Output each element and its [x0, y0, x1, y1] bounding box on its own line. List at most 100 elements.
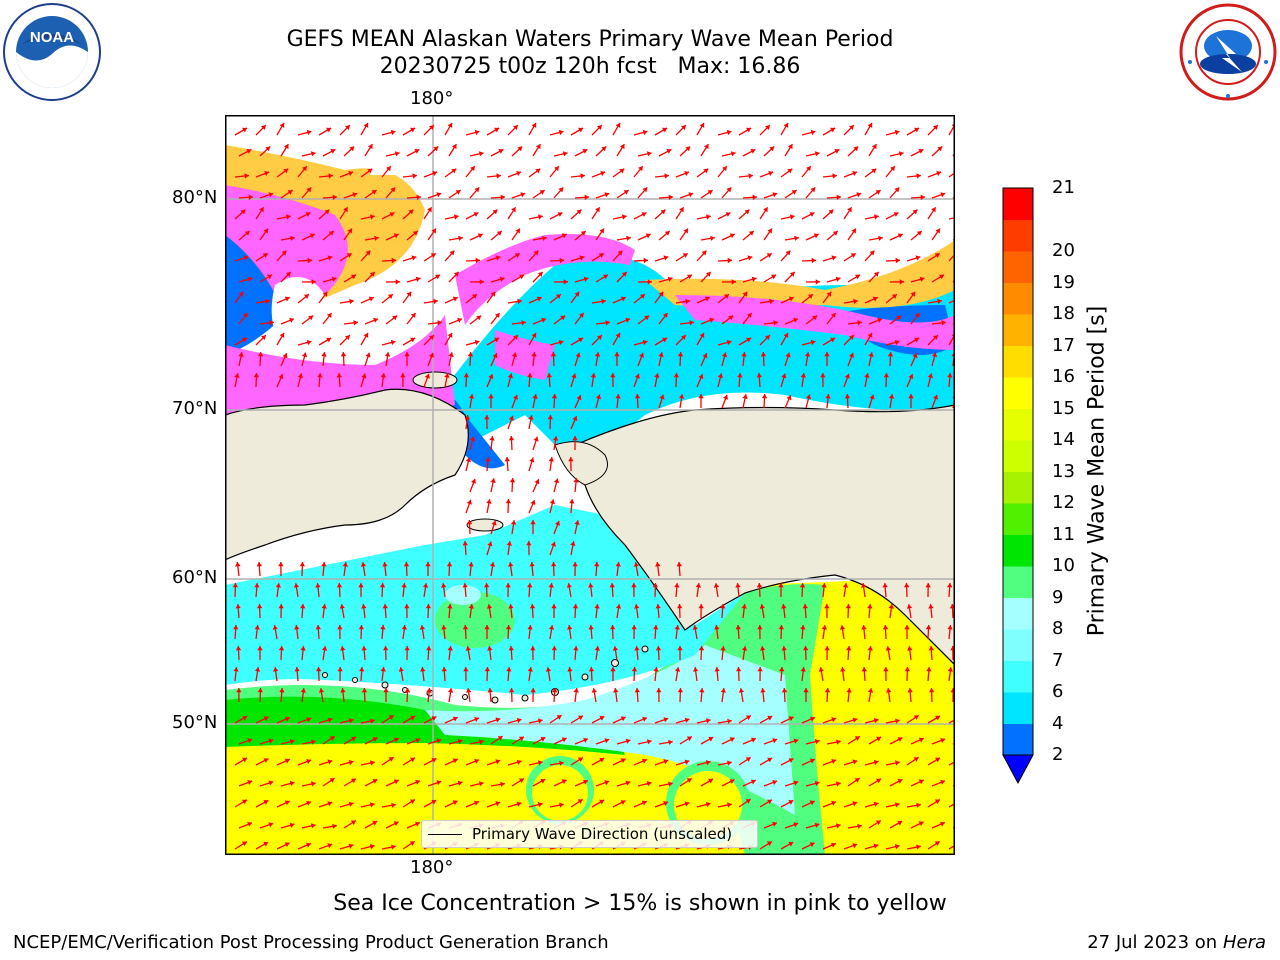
wave-direction-arrowhead	[854, 778, 860, 783]
wave-direction-arrowhead	[380, 373, 386, 378]
wave-direction-arrowhead	[757, 625, 763, 630]
wave-direction-arrowhead	[416, 194, 421, 200]
wave-direction-arrowhead	[914, 337, 920, 343]
wave-direction-arrowhead	[429, 352, 434, 358]
wave-direction-arrowhead	[365, 352, 371, 358]
wave-direction-arrowhead	[615, 122, 621, 128]
wave-direction-arrowhead	[800, 625, 806, 630]
wave-direction-arrowhead	[800, 667, 806, 672]
wave-direction-arrowhead	[486, 499, 492, 504]
wave-direction-arrowhead	[620, 296, 626, 302]
wave-direction-arrowhead	[294, 667, 300, 672]
wave-direction-arrowhead	[262, 253, 268, 258]
wave-direction-arrowhead	[485, 457, 491, 462]
wave-direction-arrowhead	[893, 212, 899, 217]
wave-direction-arrowhead	[682, 253, 688, 258]
wave-direction-arrowhead	[851, 228, 856, 234]
wave-direction-arrowhead	[631, 667, 638, 672]
wave-direction-arrowhead	[253, 373, 259, 378]
wave-direction-arrowhead	[321, 562, 327, 567]
wave-direction-arrowhead	[495, 759, 501, 765]
sea-ice-region	[675, 295, 955, 350]
wave-direction-arrowhead	[803, 688, 809, 693]
wave-direction-arrowhead	[517, 146, 523, 152]
wave-direction-arrowhead	[484, 625, 490, 630]
wave-direction-arrowhead	[658, 291, 664, 297]
wave-direction-arrowhead	[934, 799, 940, 805]
wave-direction-arrowhead	[699, 332, 705, 338]
wave-direction-arrowhead	[306, 800, 311, 806]
wave-direction-arrowhead	[466, 499, 472, 505]
wave-direction-arrowhead	[935, 757, 940, 763]
wave-direction-arrowhead	[467, 352, 474, 357]
wave-direction-arrowhead	[846, 688, 852, 693]
wave-direction-arrowhead	[279, 688, 285, 693]
wave-direction-arrowhead	[393, 737, 399, 743]
wave-direction-arrowhead	[257, 688, 263, 693]
wave-direction-arrowhead	[810, 187, 816, 193]
wave-direction-arrowhead	[735, 583, 741, 588]
wave-direction-arrowhead	[506, 667, 512, 672]
wave-direction-arrowhead	[496, 231, 502, 236]
wave-direction-arrowhead	[539, 190, 545, 195]
wave-direction-arrowhead	[744, 209, 750, 215]
wave-direction-arrowhead	[835, 823, 841, 829]
st-lawrence-island	[466, 518, 504, 532]
wave-direction-arrowhead	[601, 298, 606, 305]
wave-direction-arrowhead	[346, 253, 352, 258]
wave-direction-arrowhead	[404, 352, 410, 357]
wave-direction-arrowhead	[723, 294, 729, 299]
wave-direction-arrowhead	[328, 173, 333, 179]
wave-direction-arrowhead	[238, 352, 244, 357]
colorbar-segment	[1003, 188, 1033, 220]
wave-direction-arrowhead	[788, 800, 794, 805]
wave-direction-arrowhead	[698, 646, 705, 651]
wave-direction-arrowhead	[361, 373, 367, 379]
wave-direction-arrowhead	[931, 207, 936, 213]
wave-direction-arrowhead	[788, 716, 794, 722]
wave-direction-arrowhead	[558, 187, 564, 193]
wave-direction-arrowhead	[867, 604, 873, 609]
wave-direction-arrowhead	[725, 212, 731, 217]
wave-direction-arrowhead	[852, 759, 858, 765]
wave-direction-arrowhead	[462, 541, 468, 546]
wave-direction-arrowhead	[337, 667, 343, 672]
wave-direction-arrowhead	[534, 479, 540, 485]
colorbar-tick-label: 9	[1052, 586, 1064, 608]
wave-direction-arrowhead	[883, 667, 889, 672]
wave-direction-arrowhead	[726, 187, 732, 193]
wave-direction-arrowhead	[704, 296, 710, 302]
wave-direction-arrowhead	[506, 541, 512, 546]
wave-direction-arrowhead	[871, 144, 877, 150]
wave-direction-arrowhead	[551, 394, 558, 399]
wave-direction-arrowhead	[285, 271, 291, 277]
wave-direction-arrowhead	[242, 799, 247, 805]
wave-direction-arrowhead	[912, 209, 918, 215]
wave-direction-arrowhead	[830, 337, 836, 343]
wave-direction-arrowhead	[436, 192, 442, 198]
wave-direction-arrows	[232, 122, 955, 850]
bering-sea-shelf-region	[445, 585, 481, 605]
wave-direction-arrowhead	[766, 253, 772, 258]
wave-direction-arrowhead	[257, 352, 264, 357]
wave-period-map[interactable]	[225, 115, 955, 855]
wave-direction-arrowhead	[631, 583, 637, 588]
wave-direction-arrowhead	[720, 646, 726, 651]
wave-direction-arrowhead	[883, 373, 889, 378]
map-panel[interactable]	[225, 115, 955, 855]
wave-direction-arrowhead	[254, 667, 261, 672]
wave-direction-arrowhead	[498, 149, 504, 154]
wave-direction-arrowhead	[741, 646, 748, 651]
wave-direction-arrowhead	[527, 667, 533, 672]
wave-direction-arrowhead	[809, 758, 815, 764]
wave-direction-arrowhead	[567, 667, 573, 672]
wave-direction-arrowhead	[947, 583, 953, 588]
lon-label-bottom: 180°	[410, 857, 454, 878]
wave-direction-arrowhead	[897, 820, 903, 826]
wave-direction-arrowhead	[621, 271, 627, 277]
wave-direction-arrowhead	[748, 231, 754, 236]
wave-direction-arrowhead	[386, 166, 391, 172]
wave-direction-arrowhead	[855, 274, 860, 280]
wave-direction-arrowhead	[908, 374, 914, 379]
wave-direction-arrowhead	[279, 332, 285, 338]
